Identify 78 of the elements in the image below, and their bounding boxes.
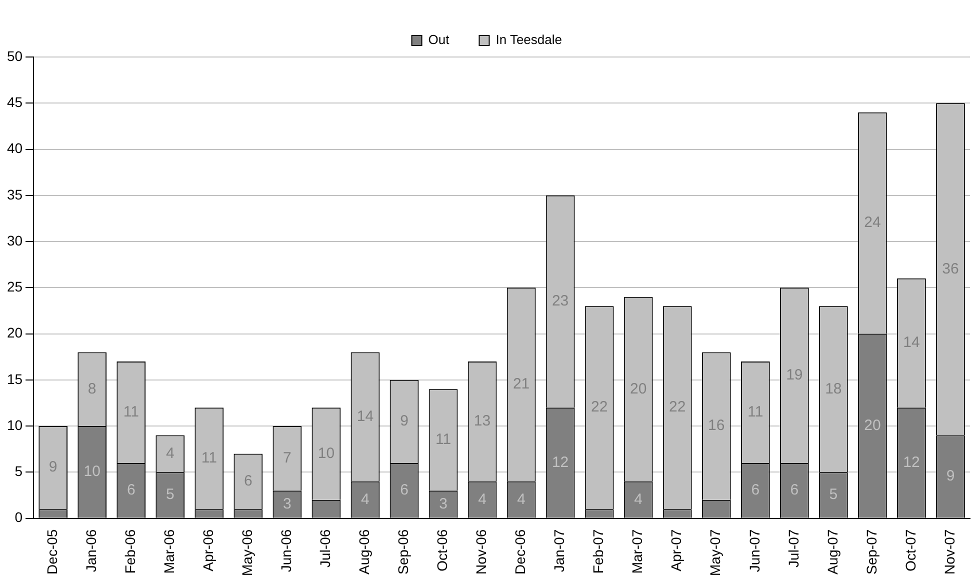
data-label: 20	[630, 380, 647, 398]
data-label: 24	[864, 214, 881, 232]
x-tick-label: Jan-06	[82, 529, 99, 572]
data-label: 22	[590, 398, 608, 416]
x-tick-label: Apr-06	[200, 529, 216, 572]
x-tick-label: Jun-07	[746, 529, 762, 572]
x-tick-label: Feb-07	[590, 529, 606, 574]
x-tick-label: Dec-06	[512, 529, 528, 574]
data-label: 4	[634, 490, 643, 508]
x-tick-label: Jul-06	[317, 529, 334, 568]
data-label: 5	[166, 486, 174, 504]
data-label: 11	[435, 431, 452, 448]
legend-label: Out	[428, 32, 450, 48]
data-label: 14	[903, 334, 920, 352]
x-tick-label: Sep-07	[863, 529, 880, 574]
data-label: 6	[244, 472, 252, 490]
data-label: 9	[48, 458, 58, 476]
data-label: 10	[318, 444, 335, 462]
data-label: 11	[748, 403, 764, 420]
data-label: 4	[478, 490, 486, 508]
y-tick-label: 40	[6, 140, 23, 156]
x-tick-label: Jul-07	[785, 529, 802, 568]
data-label: 7	[283, 449, 292, 466]
x-tick-label: May-07	[707, 529, 724, 576]
data-label: 23	[552, 292, 569, 310]
data-label: 9	[946, 468, 955, 485]
x-tick-label: Mar-07	[629, 529, 646, 574]
x-tick-label: Aug-07	[824, 529, 840, 574]
data-label: 12	[903, 454, 920, 471]
y-tick-label: 10	[6, 416, 23, 433]
data-label: 3	[283, 495, 292, 512]
x-tick-label: Aug-06	[356, 529, 372, 574]
data-label: 11	[123, 403, 139, 420]
y-tick-label: 20	[6, 324, 23, 341]
data-label: 6	[751, 482, 760, 499]
data-label: 6	[126, 482, 136, 499]
x-tick-label: Jun-06	[278, 529, 294, 572]
data-label: 22	[669, 398, 686, 416]
y-tick-label: 5	[14, 463, 23, 480]
data-label: 14	[356, 408, 374, 425]
data-label: 11	[201, 449, 217, 466]
data-label: 16	[708, 417, 725, 434]
data-label: 5	[829, 486, 838, 504]
y-tick-label: 15	[6, 370, 23, 387]
y-tick-label: 25	[6, 278, 23, 295]
legend-label: In Teesdale	[496, 32, 562, 48]
y-tick-label: 45	[6, 94, 23, 110]
y-tick-label: 35	[6, 186, 23, 202]
x-tick-label: Apr-07	[668, 529, 684, 572]
x-tick-label: Jan-07	[551, 529, 568, 572]
x-tick-label: Mar-06	[160, 529, 177, 574]
x-tick-label: May-06	[239, 529, 256, 576]
x-tick-label: Sep-06	[395, 529, 412, 574]
y-tick-label: 0	[14, 509, 23, 526]
x-tick-label: Oct-06	[434, 529, 450, 572]
x-tick-label: Dec-05	[44, 529, 60, 574]
data-label: 19	[786, 366, 803, 384]
data-label: 20	[864, 416, 881, 434]
data-label: 36	[942, 260, 959, 278]
data-label: 18	[825, 380, 842, 398]
x-tick-label: Nov-06	[473, 529, 490, 574]
x-tick-label: Feb-06	[122, 529, 138, 574]
data-label: 6	[790, 482, 799, 499]
data-label: 12	[552, 454, 569, 471]
x-tick-label: Nov-07	[941, 529, 958, 574]
data-label: 8	[88, 380, 96, 398]
data-label: 10	[84, 463, 100, 480]
data-label: 6	[400, 482, 408, 499]
data-label: 9	[400, 412, 408, 430]
data-label: 21	[512, 376, 530, 393]
data-label: 4	[517, 490, 526, 508]
data-label: 4	[361, 490, 370, 508]
y-tick-label: 50	[6, 48, 23, 64]
x-tick-label: Oct-07	[902, 529, 918, 572]
y-tick-label: 30	[6, 232, 23, 248]
data-label: 13	[474, 412, 491, 430]
data-label: 3	[439, 495, 448, 512]
data-label: 4	[166, 444, 174, 462]
